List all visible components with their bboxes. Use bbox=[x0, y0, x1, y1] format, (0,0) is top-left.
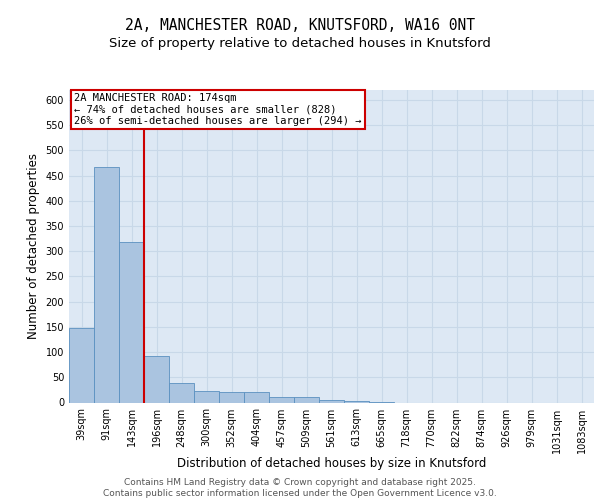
X-axis label: Distribution of detached houses by size in Knutsford: Distribution of detached houses by size … bbox=[177, 457, 486, 470]
Y-axis label: Number of detached properties: Number of detached properties bbox=[27, 153, 40, 339]
Bar bbox=[194, 392, 219, 402]
Bar bbox=[294, 398, 319, 402]
Bar bbox=[144, 356, 169, 403]
Text: Contains HM Land Registry data © Crown copyright and database right 2025.
Contai: Contains HM Land Registry data © Crown c… bbox=[103, 478, 497, 498]
Bar bbox=[219, 392, 244, 402]
Text: 2A MANCHESTER ROAD: 174sqm
← 74% of detached houses are smaller (828)
26% of sem: 2A MANCHESTER ROAD: 174sqm ← 74% of deta… bbox=[74, 93, 362, 126]
Bar bbox=[169, 384, 194, 402]
Text: 2A, MANCHESTER ROAD, KNUTSFORD, WA16 0NT: 2A, MANCHESTER ROAD, KNUTSFORD, WA16 0NT bbox=[125, 18, 475, 32]
Bar bbox=[69, 328, 94, 402]
Bar bbox=[269, 397, 294, 402]
Bar bbox=[319, 400, 344, 402]
Bar bbox=[94, 167, 119, 402]
Bar bbox=[244, 392, 269, 402]
Text: Size of property relative to detached houses in Knutsford: Size of property relative to detached ho… bbox=[109, 38, 491, 51]
Bar bbox=[119, 242, 144, 402]
